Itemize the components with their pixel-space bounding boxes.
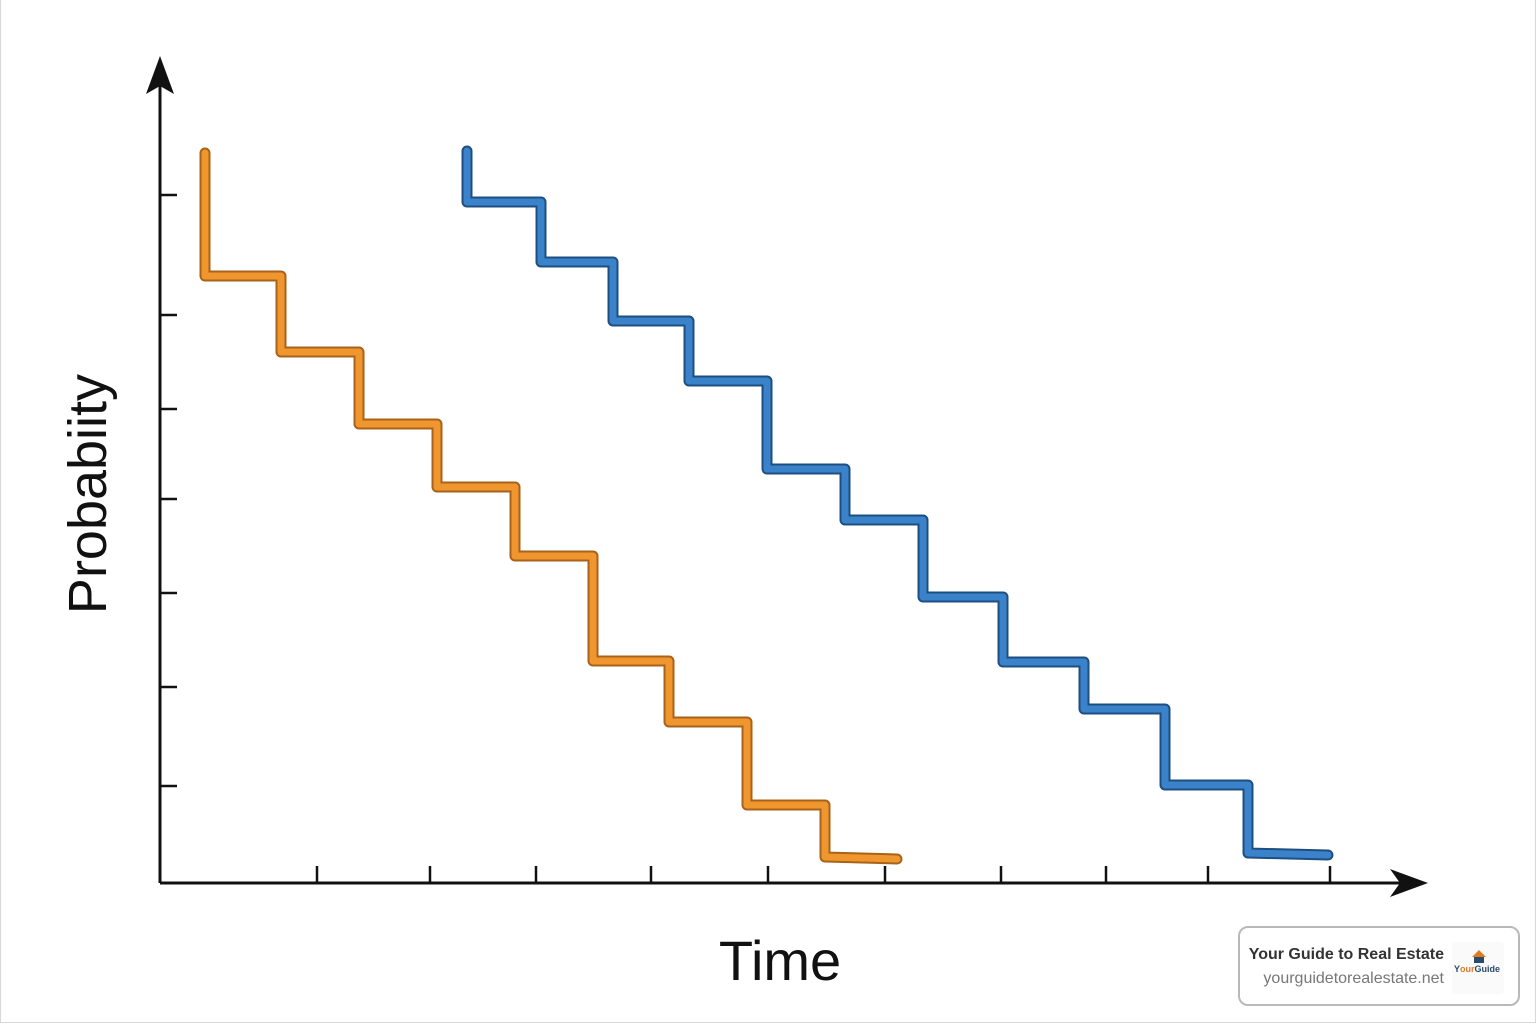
watermark-url: yourguidetorealestate.net	[1263, 970, 1444, 987]
x-ticks	[315, 866, 1332, 883]
watermark-title: Your Guide to Real Estate	[1248, 946, 1444, 963]
y-axis-arrow-icon	[146, 56, 174, 94]
series-blue-outline	[461, 145, 1334, 861]
y-axis	[146, 56, 174, 883]
series-layer	[199, 145, 1334, 865]
house-logo-icon: YourGuide	[1452, 942, 1504, 994]
x-axis	[160, 869, 1428, 897]
house-roof-icon	[1472, 950, 1486, 957]
series-blue-line	[463, 147, 1332, 859]
house-body-icon	[1474, 957, 1484, 963]
y-axis-label: Probabiity	[58, 373, 118, 615]
watermark-badge: Your Guide to Real Estate yourguidetorea…	[1238, 926, 1520, 1006]
x-axis-arrow-icon	[1390, 869, 1428, 897]
series-orange-line	[201, 149, 901, 863]
x-axis-label: Time	[718, 929, 842, 992]
y-ticks	[160, 193, 177, 788]
logo-text: YourGuide	[1454, 964, 1501, 974]
